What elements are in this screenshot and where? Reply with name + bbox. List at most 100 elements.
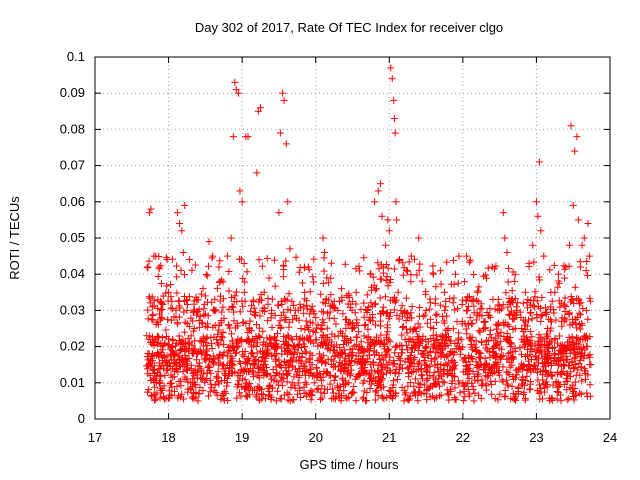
data-point xyxy=(523,299,531,307)
data-point xyxy=(152,395,160,403)
data-point xyxy=(454,377,462,385)
data-point xyxy=(534,212,542,220)
data-point xyxy=(191,380,199,388)
data-point xyxy=(227,234,235,242)
data-point xyxy=(537,347,545,355)
data-point xyxy=(145,209,153,217)
data-point xyxy=(366,351,374,359)
data-point xyxy=(555,279,563,287)
data-point xyxy=(341,260,349,268)
data-point xyxy=(439,336,447,344)
data-point xyxy=(584,315,592,323)
data-point xyxy=(173,382,181,390)
data-point xyxy=(182,297,190,305)
data-point xyxy=(494,330,502,338)
data-point xyxy=(282,313,290,321)
data-point xyxy=(534,368,542,376)
data-point xyxy=(423,319,431,327)
data-point xyxy=(561,308,569,316)
data-point xyxy=(304,324,312,332)
data-point xyxy=(561,294,569,302)
data-point xyxy=(246,380,254,388)
data-point xyxy=(416,383,424,391)
data-point xyxy=(170,373,178,381)
data-point xyxy=(354,371,362,379)
data-point xyxy=(459,368,467,376)
data-point xyxy=(184,385,192,393)
data-point xyxy=(333,382,341,390)
data-point xyxy=(181,328,189,336)
data-point xyxy=(310,278,318,286)
data-point xyxy=(465,392,473,400)
data-point xyxy=(228,370,236,378)
data-point xyxy=(225,287,233,295)
data-point xyxy=(293,314,301,322)
data-point xyxy=(328,301,336,309)
data-point xyxy=(303,322,311,330)
data-point xyxy=(296,300,304,308)
data-point xyxy=(429,373,437,381)
data-point xyxy=(316,395,324,403)
data-point xyxy=(167,293,175,301)
data-point xyxy=(490,265,498,273)
data-point xyxy=(199,370,207,378)
data-point xyxy=(233,383,241,391)
data-point xyxy=(467,340,475,348)
data-point xyxy=(277,363,285,371)
data-point xyxy=(391,129,399,137)
data-point xyxy=(338,329,346,337)
data-point xyxy=(421,353,429,361)
data-point xyxy=(525,360,533,368)
data-point xyxy=(423,361,431,369)
data-point xyxy=(582,306,590,314)
data-point xyxy=(291,306,299,314)
data-point xyxy=(423,343,431,351)
data-point xyxy=(344,352,352,360)
data-point xyxy=(402,317,410,325)
data-point xyxy=(402,389,410,397)
data-point xyxy=(240,288,248,296)
data-point xyxy=(582,267,590,275)
data-point xyxy=(584,352,592,360)
data-point xyxy=(447,348,455,356)
data-point xyxy=(179,368,187,376)
data-point xyxy=(566,349,574,357)
data-point xyxy=(324,368,332,376)
data-point xyxy=(554,283,562,291)
data-point xyxy=(350,389,358,397)
data-point xyxy=(451,384,459,392)
data-point xyxy=(565,395,573,403)
data-point xyxy=(480,318,488,326)
data-point xyxy=(497,328,505,336)
data-point xyxy=(297,344,305,352)
data-point xyxy=(354,372,362,380)
data-point xyxy=(329,346,337,354)
data-point xyxy=(355,349,363,357)
data-point xyxy=(415,333,423,341)
data-point xyxy=(228,293,236,301)
data-point xyxy=(546,327,554,335)
data-point xyxy=(271,282,279,290)
data-point xyxy=(268,393,276,401)
data-point xyxy=(483,336,491,344)
data-point xyxy=(482,382,490,390)
data-point xyxy=(207,380,215,388)
data-point xyxy=(352,288,360,296)
data-point xyxy=(209,323,217,331)
data-point xyxy=(236,308,244,316)
data-point xyxy=(407,278,415,286)
data-point xyxy=(437,391,445,399)
data-point xyxy=(280,96,288,104)
data-point xyxy=(317,377,325,385)
data-point xyxy=(267,342,275,350)
data-point xyxy=(209,252,217,260)
data-point xyxy=(198,320,206,328)
data-point xyxy=(382,241,390,249)
data-point xyxy=(567,373,575,381)
data-point xyxy=(462,297,470,305)
data-point xyxy=(298,334,306,342)
data-point xyxy=(574,313,582,321)
data-point xyxy=(186,255,194,263)
data-point xyxy=(276,317,284,325)
data-point xyxy=(553,395,561,403)
